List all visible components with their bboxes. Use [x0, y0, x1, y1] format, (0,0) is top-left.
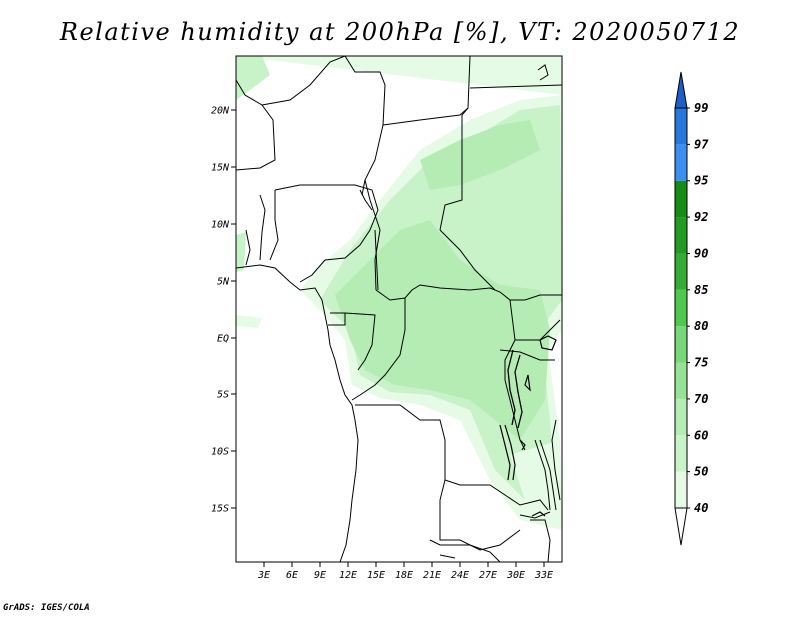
humid-zone-inner — [335, 220, 550, 440]
colorbar-segment — [674, 71, 688, 109]
lon-label: 21E — [423, 570, 441, 581]
colorbar-segment — [675, 326, 687, 363]
lat-label: 20N — [211, 106, 230, 117]
colorbar-segment — [675, 108, 687, 145]
colorbar-label: 92 — [694, 210, 708, 224]
country-borders — [235, 55, 563, 563]
colorbar-label: 40 — [694, 501, 708, 515]
lon-label: 18E — [395, 570, 413, 581]
humid-zone-coast — [236, 315, 262, 328]
map-frame — [235, 55, 563, 563]
lat-label: 5S — [217, 390, 229, 401]
lon-label: 15E — [367, 570, 385, 581]
lon-label: 24E — [451, 570, 469, 581]
lon-label: 30E — [506, 570, 525, 581]
lat-label: 15S — [211, 504, 229, 515]
lon-label: 33E — [534, 570, 553, 581]
lat-label: 15N — [211, 163, 230, 174]
coastline — [235, 264, 359, 563]
lat-label: EQ — [217, 334, 229, 345]
chart-title: Relative humidity at 200hPa [%], VT: 202… — [59, 18, 741, 46]
colorbar-label: 97 — [694, 137, 709, 151]
colorbar-label: 80 — [694, 319, 708, 333]
credit-text: GrADS: IGES/COLA — [3, 603, 90, 613]
colorbar-label: 50 — [694, 465, 708, 479]
colorbar-segment — [675, 289, 687, 327]
colorbar-label: 90 — [694, 246, 708, 260]
colorbar-segment — [675, 398, 687, 436]
lon-label: 12E — [339, 570, 357, 581]
colorbar-segment — [675, 435, 687, 472]
colorbar-label: 70 — [694, 392, 708, 406]
colorbar-label: 85 — [694, 283, 708, 297]
colorbar-segment — [675, 471, 687, 508]
colorbar-label: 60 — [694, 428, 708, 442]
lat-axis: 20N 15N 10N 5N EQ 5S 10S 15S — [211, 106, 236, 515]
colorbar-label: 99 — [694, 101, 708, 115]
colorbar-segment — [675, 144, 687, 181]
colorbar: 40 50 60 70 75 80 85 90 92 95 97 99 — [674, 71, 709, 546]
lat-label: 10S — [211, 447, 229, 458]
lon-label: 3E — [257, 570, 270, 581]
lat-label: 10N — [211, 220, 230, 231]
humid-zone-east — [420, 120, 540, 190]
humidity-shading — [236, 56, 562, 530]
humid-zone-sw-coast — [236, 232, 246, 272]
humid-zone-west — [236, 56, 270, 100]
lon-label: 27E — [479, 570, 497, 581]
colorbar-segment — [675, 253, 687, 290]
colorbar-segment — [675, 362, 687, 399]
lon-label: 9E — [314, 570, 326, 581]
colorbar-label: 95 — [694, 174, 708, 188]
lon-label: 6E — [286, 570, 298, 581]
colorbar-segment — [675, 180, 687, 218]
colorbar-frame — [674, 107, 688, 509]
lon-axis: 3E 6E 9E 12E 15E 18E 21E 24E 27E 30E 33E — [257, 562, 553, 581]
lakes — [499, 335, 557, 517]
colorbar-label: 75 — [694, 356, 708, 370]
colorbar-segment — [674, 507, 688, 546]
lat-label: 5N — [217, 277, 230, 288]
colorbar-segment — [675, 217, 687, 254]
